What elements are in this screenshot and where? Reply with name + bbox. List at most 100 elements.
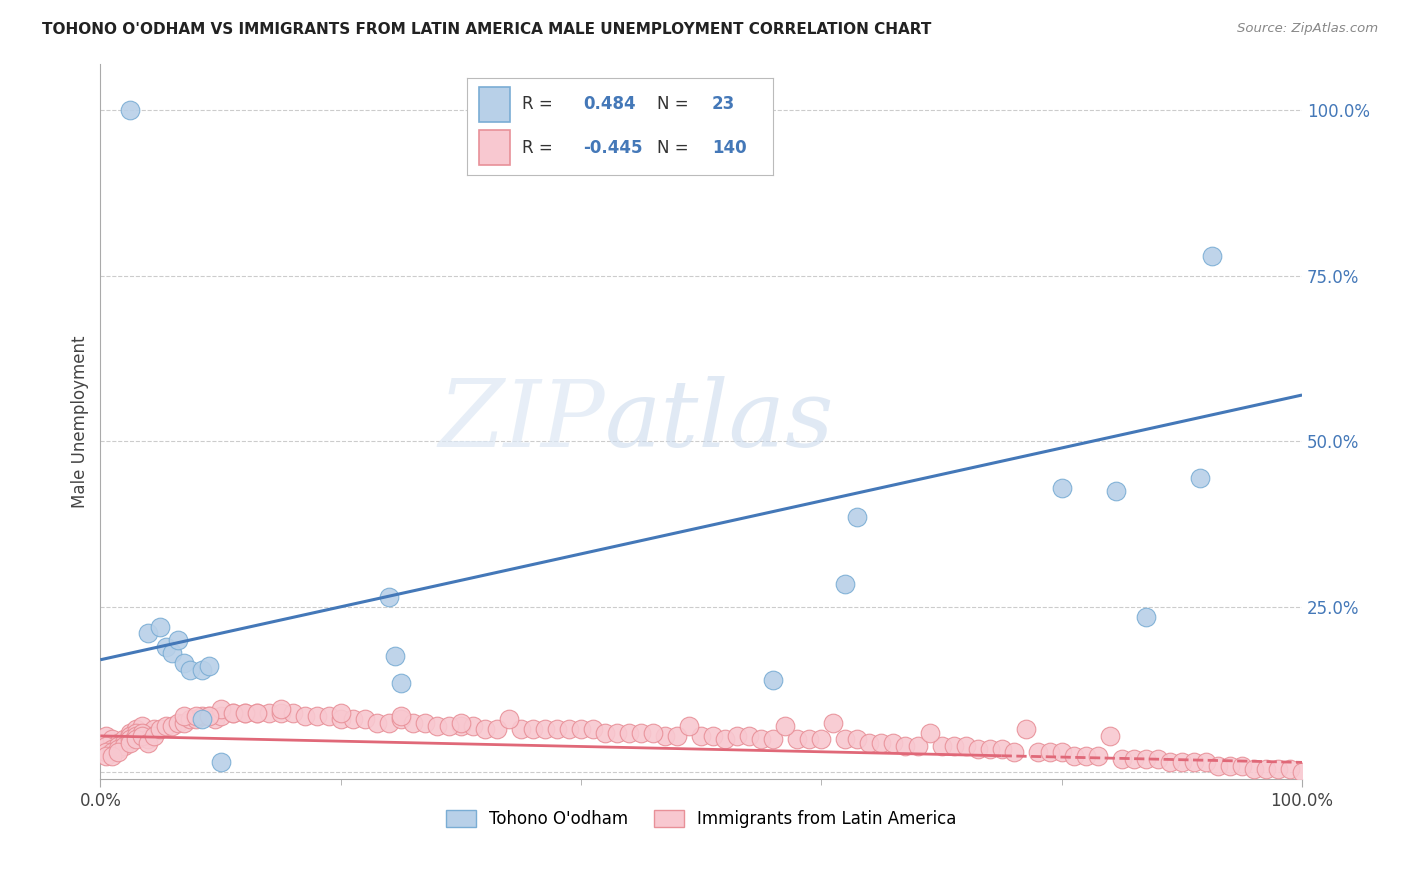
Text: ZIP: ZIP <box>439 376 605 467</box>
Point <box>318 709 340 723</box>
Point <box>749 732 772 747</box>
Point <box>305 709 328 723</box>
Point <box>138 729 160 743</box>
Point <box>1254 762 1277 776</box>
Point <box>101 732 124 747</box>
Point <box>162 719 184 733</box>
Point <box>1182 756 1205 770</box>
Point <box>799 732 821 747</box>
Point <box>485 723 508 737</box>
Point <box>191 712 214 726</box>
Point <box>138 725 160 739</box>
Point <box>191 709 214 723</box>
Point <box>138 626 160 640</box>
Point <box>1111 752 1133 766</box>
Point <box>498 712 520 726</box>
Point <box>125 725 148 739</box>
Point <box>197 659 219 673</box>
Point <box>155 719 177 733</box>
Point <box>107 735 129 749</box>
Point <box>1206 758 1229 772</box>
Point <box>461 719 484 733</box>
Point <box>125 732 148 747</box>
Point <box>762 673 785 687</box>
Point <box>846 732 869 747</box>
Point <box>1014 723 1036 737</box>
Point <box>1087 748 1109 763</box>
Point <box>1098 729 1121 743</box>
Point <box>120 725 142 739</box>
Point <box>197 709 219 723</box>
Point <box>1147 752 1170 766</box>
Point <box>1291 765 1313 780</box>
Point <box>1135 609 1157 624</box>
Point <box>125 729 148 743</box>
Point <box>125 723 148 737</box>
Point <box>197 709 219 723</box>
Point <box>979 742 1001 756</box>
Point <box>1159 756 1181 770</box>
Point <box>1039 746 1062 760</box>
Point <box>138 735 160 749</box>
Point <box>593 725 616 739</box>
Point <box>955 739 977 753</box>
Point <box>1230 758 1253 772</box>
Point <box>233 706 256 720</box>
Point <box>714 732 737 747</box>
Point <box>191 663 214 677</box>
Point <box>762 732 785 747</box>
Point <box>155 640 177 654</box>
Point <box>329 706 352 720</box>
Point <box>204 712 226 726</box>
Point <box>1002 746 1025 760</box>
Point <box>1243 762 1265 776</box>
Point <box>138 732 160 747</box>
Point <box>377 590 399 604</box>
Text: atlas: atlas <box>605 376 835 467</box>
Point <box>569 723 592 737</box>
Point <box>738 729 761 743</box>
Point <box>384 649 406 664</box>
Point <box>96 746 118 760</box>
Point <box>270 706 292 720</box>
Point <box>112 735 135 749</box>
Point <box>630 725 652 739</box>
Point <box>101 748 124 763</box>
Point <box>1122 752 1144 766</box>
Point <box>101 742 124 756</box>
Point <box>366 715 388 730</box>
Point <box>162 646 184 660</box>
Point <box>413 715 436 730</box>
Point <box>810 732 832 747</box>
Point <box>131 725 153 739</box>
Point <box>450 719 472 733</box>
Point <box>643 725 665 739</box>
Point <box>931 739 953 753</box>
Point <box>377 715 399 730</box>
Point <box>882 735 904 749</box>
Point <box>1188 471 1211 485</box>
Point <box>606 725 628 739</box>
Point <box>389 676 412 690</box>
Point <box>690 729 713 743</box>
Point <box>294 709 316 723</box>
Point <box>120 735 142 749</box>
Point <box>209 756 232 770</box>
Point <box>534 723 557 737</box>
Point <box>907 739 929 753</box>
Point <box>143 723 166 737</box>
Point <box>834 732 856 747</box>
Point <box>1267 762 1289 776</box>
Point <box>894 739 917 753</box>
Point <box>209 702 232 716</box>
Point <box>725 729 748 743</box>
Y-axis label: Male Unemployment: Male Unemployment <box>72 335 89 508</box>
Point <box>107 746 129 760</box>
Point <box>1026 746 1049 760</box>
Point <box>450 715 472 730</box>
Point <box>143 729 166 743</box>
Point <box>617 725 640 739</box>
Point <box>1105 483 1128 498</box>
Point <box>389 712 412 726</box>
Point <box>120 103 142 118</box>
